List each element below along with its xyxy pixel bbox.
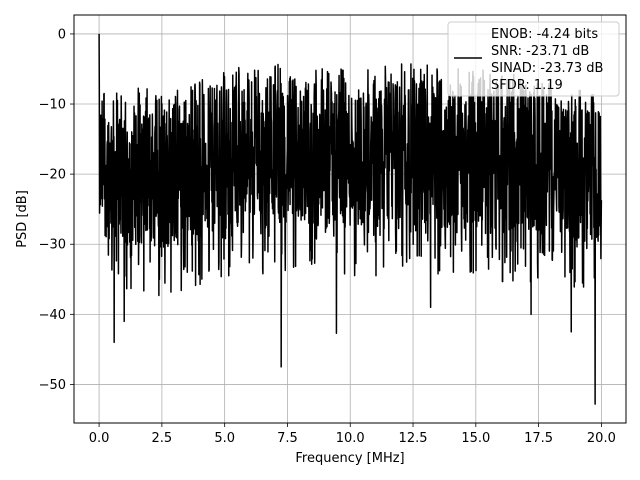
y-tick-label: −40	[39, 308, 66, 323]
x-tick-label: 7.5	[277, 431, 298, 446]
x-axis-label: Frequency [MHz]	[295, 451, 404, 466]
legend-entry-sfdr: SFDR: 1.19	[491, 78, 563, 93]
x-tick-label: 2.5	[152, 431, 173, 446]
legend: ENOB: -4.24 bits SNR: -23.71 dB SINAD: -…	[447, 21, 620, 97]
x-tick-label: 20.0	[587, 431, 616, 446]
x-tick-label: 10.0	[336, 431, 365, 446]
legend-entry-sinad: SINAD: -23.73 dB	[491, 61, 603, 76]
y-axis-ticks: 0 −10 −20 −30 −40 −50	[39, 27, 74, 393]
x-tick-label: 17.5	[524, 431, 553, 446]
y-tick-label: −30	[39, 238, 66, 253]
y-tick-label: −50	[39, 378, 66, 393]
y-tick-label: 0	[58, 27, 66, 42]
y-tick-label: −10	[39, 98, 66, 113]
x-tick-label: 12.5	[399, 431, 428, 446]
legend-entry-enob: ENOB: -4.24 bits	[491, 27, 598, 42]
x-tick-label: 0.0	[89, 431, 110, 446]
legend-entry-snr: SNR: -23.71 dB	[491, 44, 589, 59]
psd-series-line	[98, 33, 603, 405]
x-tick-label: 15.0	[461, 431, 490, 446]
x-tick-label: 5.0	[214, 431, 235, 446]
y-axis-label: PSD [dB]	[15, 190, 30, 248]
legend-box	[447, 21, 620, 97]
x-axis-ticks: 0.0 2.5 5.0 7.5 10.0 12.5 15.0 17.5 20.0	[89, 423, 616, 446]
y-tick-label: −20	[39, 168, 66, 183]
